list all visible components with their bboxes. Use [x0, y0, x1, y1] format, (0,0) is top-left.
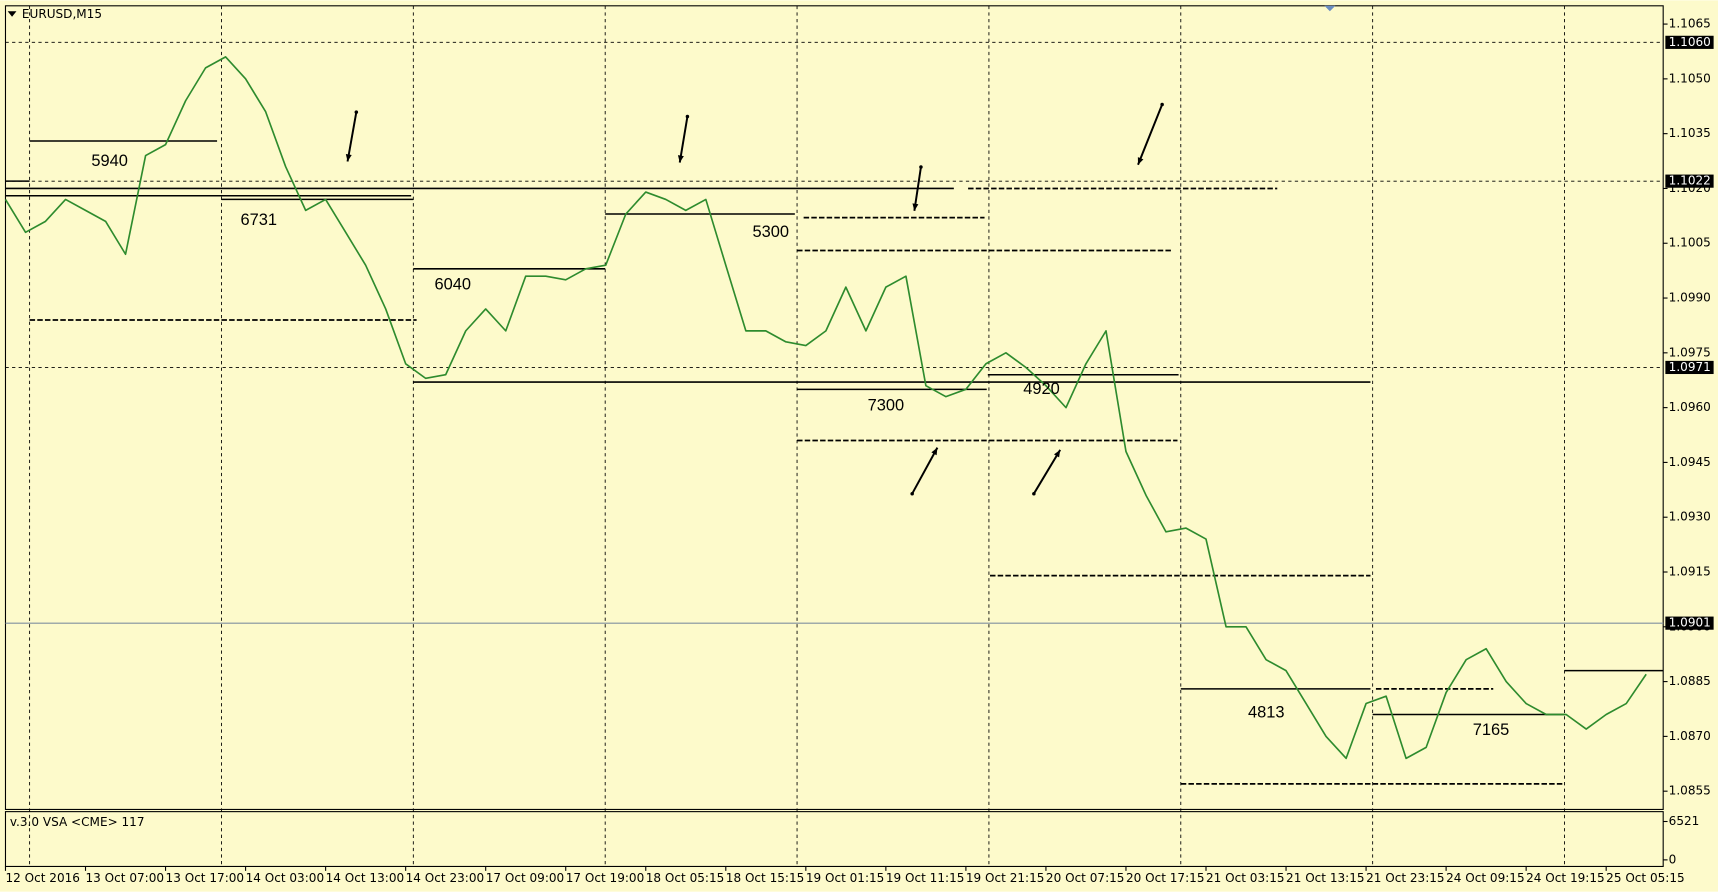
y-tick-label: 1.1065 — [1669, 17, 1711, 31]
y-tick-label: 1.0930 — [1669, 510, 1711, 524]
volume-annotation: 5940 — [91, 152, 128, 170]
volume-annotation: 7300 — [868, 396, 905, 414]
x-tick-label: 14 Oct 03:00 — [246, 871, 325, 885]
arrow-shaft — [678, 116, 689, 163]
x-tick-label: 13 Oct 17:00 — [166, 871, 245, 885]
y-tick-label: 1.1035 — [1669, 126, 1711, 140]
shift-marker — [1324, 5, 1336, 12]
x-tick-label: 24 Oct 19:15 — [1526, 871, 1605, 885]
arrow-tail — [1032, 491, 1036, 496]
arrow-head — [345, 154, 352, 162]
price-tag-label: 1.1022 — [1669, 174, 1711, 188]
arrow-head — [1137, 157, 1144, 165]
volume-annotation: 4920 — [1023, 380, 1060, 398]
y-tick-label: 1.0990 — [1669, 291, 1711, 305]
price-tag — [1665, 35, 1714, 49]
volume-title: v.3.0 VSA <CME> 117 — [10, 815, 145, 829]
arrow-shaft — [913, 166, 922, 211]
x-tick-label: 25 Oct 05:15 — [1606, 871, 1685, 885]
price-tag-label: 1.0901 — [1669, 616, 1711, 630]
x-tick-label: 20 Oct 17:15 — [1126, 871, 1205, 885]
y-tick-label: 1.0855 — [1669, 784, 1711, 798]
chart-title: EURUSD,M15 — [22, 7, 102, 21]
x-tick-label: 18 Oct 15:15 — [726, 871, 805, 885]
arrow-shaft — [911, 447, 939, 495]
y-tick-label: 1.0945 — [1669, 455, 1711, 469]
arrow-head — [912, 203, 919, 211]
x-tick-label: 20 Oct 07:15 — [1046, 871, 1125, 885]
arrow-tail — [685, 114, 690, 119]
x-tick-label: 19 Oct 21:15 — [966, 871, 1045, 885]
arrow-tail — [910, 491, 914, 496]
x-tick-label: 24 Oct 09:15 — [1446, 871, 1525, 885]
price-line — [4, 56, 1647, 760]
y-tick-label: 1.0915 — [1669, 565, 1711, 579]
x-tick-label: 21 Oct 13:15 — [1286, 871, 1365, 885]
x-tick-label: 19 Oct 01:15 — [806, 871, 885, 885]
price-tag — [1665, 360, 1714, 375]
y-tick-label: 1.1050 — [1669, 71, 1711, 85]
y-tick-label: 1.0960 — [1669, 400, 1711, 414]
y-tick-label: 1.1005 — [1669, 236, 1711, 250]
x-tick-label: 19 Oct 11:15 — [886, 871, 965, 885]
arrow-tail — [919, 165, 923, 169]
y-tick-label: 1.0975 — [1669, 345, 1711, 359]
x-tick-label: 12 Oct 2016 — [5, 871, 79, 885]
volume-annotation: 4813 — [1248, 703, 1285, 721]
arrow-head — [931, 447, 938, 456]
price-tag — [1665, 616, 1714, 630]
arrow-shaft — [1033, 449, 1062, 495]
arrow-shaft — [1137, 104, 1164, 166]
volume-annotation: 5300 — [752, 223, 789, 241]
x-tick-label: 14 Oct 13:00 — [326, 871, 405, 885]
x-tick-label: 21 Oct 03:15 — [1206, 871, 1285, 885]
price-tag-label: 1.0971 — [1669, 360, 1711, 374]
menu-triangle — [7, 11, 17, 17]
volume-annotation: 7165 — [1473, 721, 1510, 739]
arrow-head — [1053, 449, 1061, 458]
arrow-head — [677, 155, 684, 163]
y-tick-label: 1.0870 — [1669, 729, 1711, 743]
x-tick-label: 17 Oct 09:00 — [486, 871, 565, 885]
volume-annotation: 6731 — [240, 211, 277, 229]
x-tick-label: 21 Oct 23:15 — [1366, 871, 1445, 885]
volume-tick-label: 6521 — [1669, 814, 1700, 828]
arrow-tail — [354, 110, 359, 114]
y-tick-label: 1.0885 — [1669, 674, 1711, 688]
price-tag-label: 1.1060 — [1669, 35, 1711, 49]
volume-annotation: 6040 — [435, 276, 472, 294]
x-tick-label: 17 Oct 19:00 — [566, 871, 645, 885]
x-tick-label: 13 Oct 07:00 — [86, 871, 165, 885]
arrow-shaft — [346, 111, 358, 162]
arrow-tail — [1160, 102, 1164, 107]
x-tick-label: 14 Oct 23:00 — [406, 871, 485, 885]
price-tag — [1665, 174, 1714, 188]
x-tick-label: 18 Oct 05:15 — [646, 871, 725, 885]
volume-frame — [4, 811, 1664, 868]
volume-tick-label: 0 — [1669, 852, 1677, 866]
